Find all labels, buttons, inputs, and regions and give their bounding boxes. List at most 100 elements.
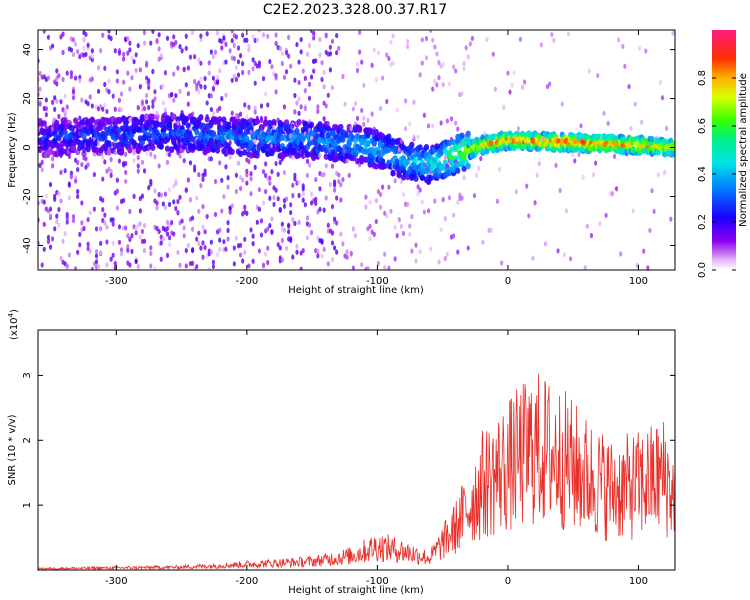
heatmap-cell	[459, 132, 465, 139]
heatmap-cell	[234, 34, 239, 40]
heatmap-cell	[385, 52, 389, 58]
heatmap-cell	[316, 109, 320, 115]
heatmap-cell	[251, 258, 255, 264]
heatmap-cell	[220, 45, 224, 51]
heatmap-cell	[413, 157, 419, 164]
heatmap-cell	[80, 161, 84, 168]
heatmap-cell	[278, 159, 282, 166]
heatmap-cell	[341, 177, 345, 183]
heatmap-cell	[289, 202, 293, 208]
heatmap-cell	[637, 45, 642, 51]
heatmap-cell	[289, 237, 293, 243]
bottom-x-ticks: -300 -200 -100 0 100	[105, 330, 648, 587]
heatmap-cell	[587, 68, 591, 74]
heatmap-cell	[401, 230, 406, 237]
heatmap-cell	[122, 197, 126, 204]
heatmap-cell	[268, 58, 272, 65]
heatmap-cell	[301, 68, 305, 74]
heatmap-cell	[539, 42, 543, 48]
heatmap-cell	[81, 150, 87, 158]
heatmap-cell	[420, 199, 424, 205]
heatmap-cell	[309, 74, 314, 80]
heatmap-cell	[633, 101, 637, 107]
heatmap-cell	[251, 66, 255, 72]
heatmap-cell	[297, 59, 301, 65]
heatmap-cell	[358, 49, 362, 55]
heatmap-cell	[445, 118, 449, 124]
heatmap-cell	[280, 221, 284, 227]
heatmap-cell	[199, 33, 203, 39]
heatmap-cell	[71, 37, 76, 43]
heatmap-cell	[274, 32, 278, 38]
heatmap-cell	[322, 84, 326, 90]
heatmap-cell	[516, 126, 520, 132]
heatmap-cell	[186, 242, 190, 249]
heatmap-cell	[149, 181, 153, 187]
heatmap-cell	[197, 88, 201, 95]
heatmap-cell	[527, 213, 531, 219]
heatmap-cell	[44, 112, 48, 118]
heatmap-cell	[399, 223, 404, 230]
heatmap-cell	[92, 151, 96, 157]
heatmap-cell	[307, 162, 312, 168]
heatmap-cell	[111, 93, 115, 99]
heatmap-cell	[396, 172, 402, 179]
heatmap-cell	[111, 217, 115, 223]
heatmap-cell	[86, 217, 90, 223]
heatmap-cell	[249, 171, 253, 177]
heatmap-cell	[366, 266, 370, 270]
heatmap-cell	[253, 105, 257, 111]
heatmap-cell	[216, 30, 220, 36]
heatmap-cell	[145, 62, 149, 68]
heatmap-cell	[178, 44, 182, 50]
heatmap-cell	[76, 160, 80, 166]
heatmap-cell	[153, 266, 157, 270]
heatmap-cell	[67, 195, 71, 201]
heatmap-cell	[99, 48, 103, 54]
heatmap-cell	[73, 41, 78, 47]
heatmap-cell	[253, 138, 257, 144]
heatmap-cell	[266, 245, 270, 251]
heatmap-cell	[591, 172, 596, 178]
heatmap-cell	[417, 144, 423, 151]
heatmap-cell	[461, 165, 467, 172]
heatmap-cell	[132, 150, 136, 156]
heatmap-cell	[234, 64, 239, 71]
heatmap-cell	[136, 168, 140, 174]
heatmap-cell	[209, 239, 213, 245]
heatmap-cell	[69, 47, 74, 53]
heatmap-cell	[90, 48, 94, 54]
heatmap-cell	[101, 176, 105, 182]
bottom-x-tick-label: 0	[505, 576, 511, 587]
heatmap-cell	[65, 212, 69, 218]
heatmap-cell	[619, 251, 623, 257]
heatmap-cell	[306, 140, 313, 147]
heatmap-cell	[178, 194, 182, 200]
heatmap-cell	[370, 111, 374, 117]
heatmap-cell	[170, 91, 174, 98]
heatmap-cell	[359, 158, 365, 165]
heatmap-cell	[284, 196, 289, 202]
heatmap-cell	[263, 120, 269, 127]
heatmap-cell	[172, 231, 176, 237]
heatmap-cell	[620, 136, 626, 143]
heatmap-cell	[209, 156, 213, 162]
heatmap-cell	[328, 51, 332, 57]
bottom-y-ticks: 1 2 3	[22, 372, 675, 508]
heatmap-cell	[305, 235, 310, 241]
heatmap-cell	[213, 211, 218, 218]
heatmap-cell	[76, 249, 80, 255]
heatmap-cell	[453, 145, 459, 153]
heatmap-cell	[237, 150, 244, 158]
heatmap-cell	[46, 238, 51, 245]
heatmap-cell	[126, 35, 130, 42]
heatmap-cell	[297, 219, 301, 226]
heatmap-cell	[128, 208, 132, 215]
heatmap-cell	[456, 199, 460, 205]
heatmap-cell	[182, 67, 186, 73]
heatmap-cell	[287, 53, 291, 59]
heatmap-cell	[299, 266, 303, 270]
heatmap-cell	[462, 66, 466, 72]
heatmap-cell	[115, 205, 119, 211]
